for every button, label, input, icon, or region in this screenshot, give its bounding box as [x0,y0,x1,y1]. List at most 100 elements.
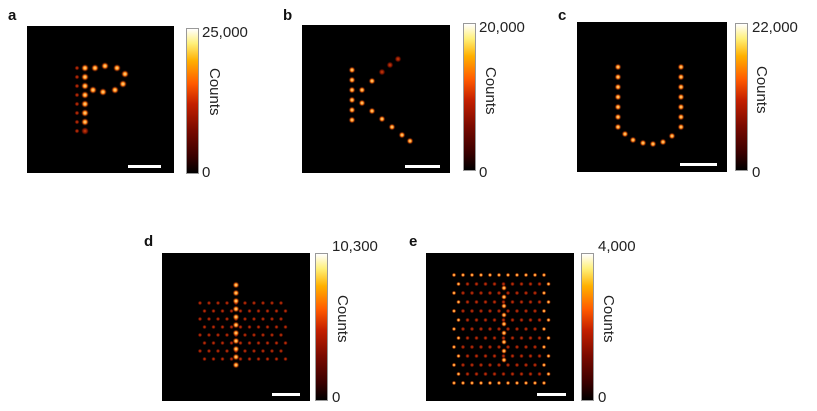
light-spot [532,326,538,332]
light-spot [532,344,538,350]
light-spot [451,362,457,368]
light-spot [492,299,497,305]
panel-label: d [144,233,154,250]
light-spot [528,335,533,341]
light-spot [224,332,230,338]
light-spot [242,316,248,322]
spots-group [614,63,685,148]
light-spot [465,317,470,323]
light-spot [510,281,515,287]
light-spot [242,300,248,306]
colorbar-axis-label: Counts [334,295,351,343]
light-spot [283,308,288,314]
colorbar-min-label: 0 [332,389,341,406]
light-spot [487,272,493,278]
light-spot [523,344,529,350]
light-spot [469,290,475,296]
light-spot [510,299,515,305]
light-spot [474,335,479,341]
light-spot [501,339,507,345]
panel-b: b 20,000 0 Counts [283,0,553,185]
light-spot [496,362,502,368]
light-spot [232,329,240,337]
panel-c: c 22,000 0 Counts [558,0,817,185]
light-spot [265,308,270,314]
light-spot [474,353,479,359]
light-spot [368,107,376,115]
light-spot [256,356,261,362]
light-spot [528,281,533,287]
light-spot [251,300,257,306]
light-spot [478,380,484,386]
light-spot [260,332,266,338]
light-spot [523,308,529,314]
light-spot [348,66,356,74]
heatmap-image [426,253,574,401]
light-spot [283,340,288,346]
light-spot [478,326,484,332]
light-spot [496,344,502,350]
light-spot [220,324,225,330]
light-spot [348,86,356,94]
light-spot [260,300,266,306]
heatmap-image [162,253,310,401]
light-spot [206,316,212,322]
light-spot [358,99,366,107]
light-spot [474,281,479,287]
light-spot [541,344,547,350]
light-spot [394,55,402,63]
light-spot [278,316,284,322]
light-spot [541,290,547,296]
light-spot [483,353,488,359]
light-spot [483,281,488,287]
light-spot [119,80,127,88]
light-spot [274,340,279,346]
light-spot [378,115,386,123]
light-spot [278,332,284,338]
scale-bar [405,165,440,168]
light-spot [456,281,461,287]
light-spot [546,335,551,341]
light-spot [614,93,622,101]
heatmap-svg [348,55,440,168]
light-spot [202,308,207,314]
light-spot [202,324,207,330]
light-spot [614,73,622,81]
light-spot [74,128,80,134]
light-spot [74,65,80,71]
light-spot [537,299,542,305]
light-spot [519,299,524,305]
light-spot [519,317,524,323]
light-spot [546,353,551,359]
spots-group [451,272,551,386]
light-spot [514,380,520,386]
colorbar-min-label: 0 [752,164,761,181]
spots-group [74,62,129,135]
light-spot [386,61,394,69]
light-spot [368,77,376,85]
light-spot [501,312,507,318]
light-spot [81,118,89,126]
light-spot [505,272,511,278]
colorbar [735,23,748,171]
light-spot [496,308,502,314]
light-spot [514,344,520,350]
light-spot [211,308,216,314]
light-spot [483,317,488,323]
light-spot [487,362,493,368]
light-spot [639,139,647,147]
light-spot [514,362,520,368]
light-spot [629,136,637,144]
heatmap-image [302,25,450,173]
light-spot [456,335,461,341]
light-spot [202,340,207,346]
colorbar-max-label: 10,300 [332,238,378,255]
light-spot [265,324,270,330]
light-spot [283,356,288,362]
light-spot [519,371,524,377]
light-spot [677,83,685,91]
light-spot [269,316,275,322]
light-spot [224,300,230,306]
light-spot [505,344,511,350]
light-spot [460,308,466,314]
